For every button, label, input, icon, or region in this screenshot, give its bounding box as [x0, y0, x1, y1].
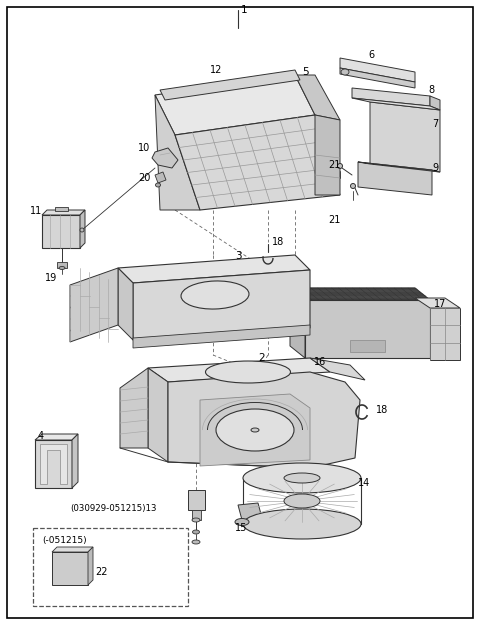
Text: 20: 20	[138, 173, 150, 183]
Polygon shape	[55, 207, 68, 211]
Polygon shape	[42, 215, 80, 248]
Ellipse shape	[350, 184, 356, 189]
Polygon shape	[118, 255, 310, 283]
Polygon shape	[155, 95, 200, 210]
Ellipse shape	[181, 281, 249, 309]
Text: 4: 4	[38, 431, 44, 441]
Text: 21: 21	[328, 215, 340, 225]
Text: 14: 14	[358, 478, 370, 488]
Text: 1: 1	[241, 5, 248, 15]
Text: 8: 8	[428, 85, 434, 95]
Polygon shape	[192, 510, 201, 520]
Ellipse shape	[216, 409, 294, 451]
Polygon shape	[152, 148, 178, 168]
Polygon shape	[155, 75, 315, 135]
Text: 17: 17	[434, 299, 446, 309]
Text: 21: 21	[328, 160, 340, 170]
Text: 9: 9	[432, 163, 438, 173]
Polygon shape	[340, 68, 415, 88]
Polygon shape	[133, 270, 310, 340]
Ellipse shape	[337, 164, 343, 169]
Polygon shape	[290, 288, 305, 358]
Polygon shape	[155, 172, 166, 183]
Ellipse shape	[80, 228, 84, 232]
Polygon shape	[370, 102, 440, 172]
Text: 5: 5	[302, 67, 309, 77]
Polygon shape	[52, 547, 93, 552]
Polygon shape	[350, 340, 385, 352]
Polygon shape	[72, 434, 78, 488]
Text: 11: 11	[30, 206, 42, 216]
Polygon shape	[160, 70, 300, 100]
Polygon shape	[35, 440, 72, 488]
Text: 22: 22	[95, 567, 108, 577]
Ellipse shape	[192, 518, 200, 522]
Ellipse shape	[192, 530, 200, 534]
Text: (-051215): (-051215)	[42, 536, 86, 544]
Text: (030929-051215)13: (030929-051215)13	[70, 504, 156, 512]
Polygon shape	[305, 300, 430, 358]
Polygon shape	[352, 88, 430, 106]
Polygon shape	[35, 434, 78, 440]
Text: 19: 19	[45, 273, 57, 283]
Polygon shape	[42, 210, 85, 215]
Text: 18: 18	[272, 237, 284, 247]
Polygon shape	[340, 58, 415, 82]
Text: 16: 16	[314, 357, 326, 367]
Polygon shape	[88, 547, 93, 585]
Ellipse shape	[235, 519, 249, 526]
Polygon shape	[120, 368, 148, 448]
Polygon shape	[175, 115, 340, 210]
Bar	[33, 528, 188, 606]
Ellipse shape	[156, 183, 160, 187]
Polygon shape	[188, 490, 205, 510]
Polygon shape	[80, 210, 85, 248]
Polygon shape	[70, 268, 118, 342]
Polygon shape	[168, 372, 360, 468]
Polygon shape	[290, 288, 430, 300]
Polygon shape	[238, 503, 262, 520]
Ellipse shape	[341, 69, 349, 75]
Polygon shape	[358, 162, 440, 172]
Polygon shape	[430, 308, 460, 360]
Polygon shape	[40, 444, 67, 484]
Text: 10: 10	[138, 143, 150, 153]
Ellipse shape	[59, 266, 65, 269]
Polygon shape	[148, 368, 168, 462]
Polygon shape	[57, 262, 67, 268]
Polygon shape	[295, 75, 340, 120]
Polygon shape	[430, 96, 440, 110]
Text: 7: 7	[432, 119, 438, 129]
Ellipse shape	[284, 494, 320, 508]
Ellipse shape	[243, 463, 361, 493]
Ellipse shape	[192, 540, 200, 544]
Polygon shape	[200, 394, 310, 466]
Ellipse shape	[205, 361, 290, 383]
Polygon shape	[310, 358, 365, 380]
Ellipse shape	[284, 473, 320, 483]
Polygon shape	[358, 162, 432, 195]
Polygon shape	[415, 298, 460, 308]
Polygon shape	[352, 98, 440, 110]
Text: 6: 6	[368, 50, 374, 60]
Text: 3: 3	[235, 251, 241, 261]
Ellipse shape	[243, 509, 361, 539]
Polygon shape	[52, 552, 88, 585]
Text: 12: 12	[210, 65, 222, 75]
Ellipse shape	[251, 428, 259, 432]
Text: 15: 15	[235, 523, 247, 533]
Text: 2: 2	[258, 353, 264, 363]
Polygon shape	[315, 115, 340, 195]
Polygon shape	[118, 268, 133, 340]
Polygon shape	[148, 358, 330, 382]
Text: 18: 18	[376, 405, 388, 415]
Polygon shape	[133, 325, 310, 348]
